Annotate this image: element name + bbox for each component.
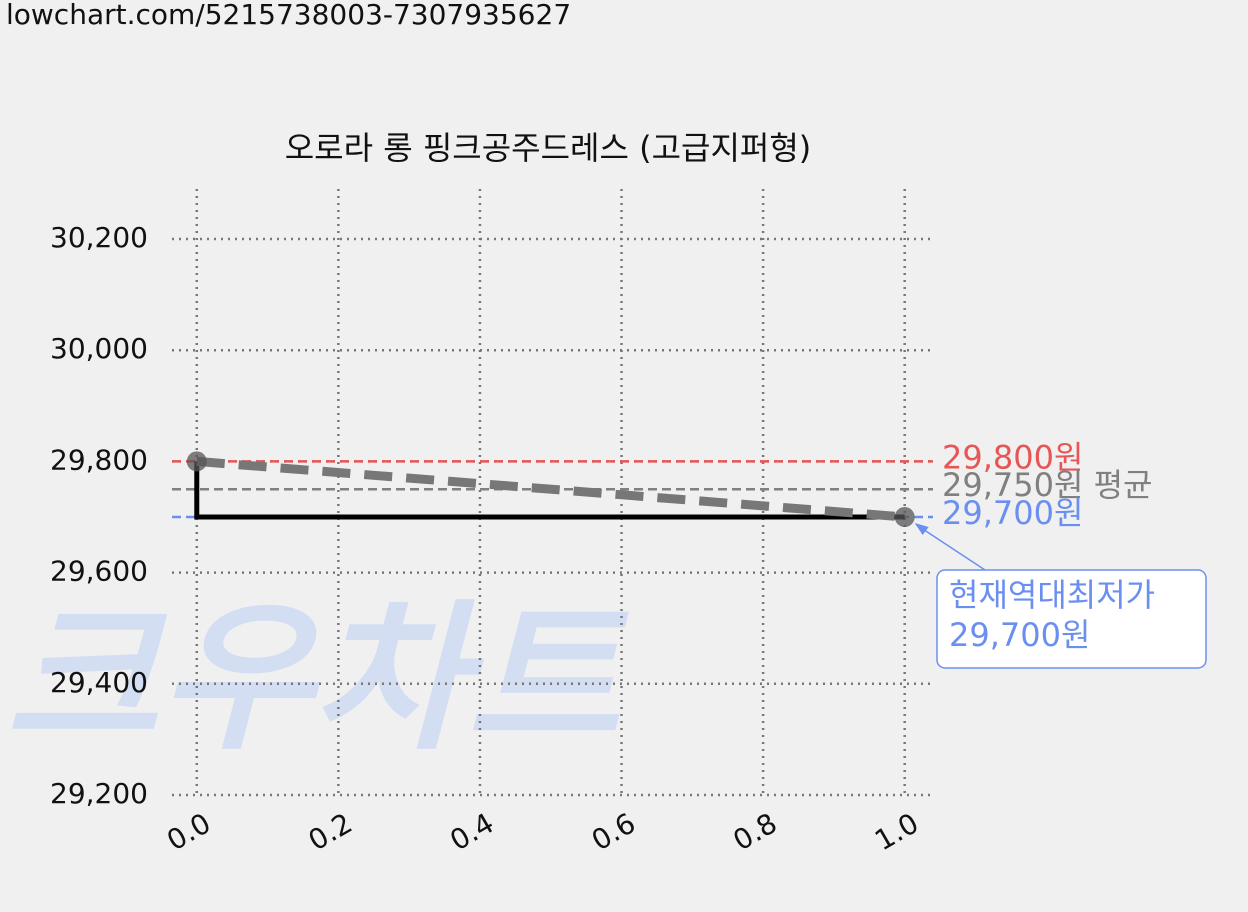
- x-tick-label: 0.0: [161, 806, 216, 857]
- annotation-arrowhead: [914, 523, 929, 536]
- x-tick-label: 1.0: [869, 806, 924, 857]
- annotation-arrow: [916, 524, 986, 571]
- series-line: [196, 456, 906, 522]
- url: lowchart.com/5215738003-7307935627: [6, 0, 571, 31]
- y-tick-label: 29,800: [50, 443, 148, 476]
- y-tick-label: 30,000: [50, 332, 148, 365]
- reference-label: 29,700원: [942, 494, 1083, 532]
- chart-title: 오로라 롱 핑크공주드레스 (고급지퍼형): [285, 129, 812, 167]
- y-tick-label: 29,400: [50, 666, 148, 699]
- x-tick-label: 0.2: [303, 806, 358, 857]
- watermark: 크우차트: [5, 585, 629, 772]
- series-line: [194, 461, 905, 520]
- y-tick-label: 30,200: [50, 221, 148, 254]
- x-tick-label: 0.4: [444, 806, 499, 857]
- x-tick-label: 0.6: [586, 806, 641, 857]
- x-tick-label: 0.8: [728, 806, 783, 857]
- point: [894, 507, 915, 528]
- point: [186, 451, 207, 472]
- reference-label: 29,800원: [942, 438, 1083, 476]
- annotation-text: 29,700원: [949, 616, 1090, 654]
- reference-label: 29,750원 평균: [942, 466, 1152, 504]
- annotation-text: 현재역대최저가: [949, 576, 1155, 614]
- annotation-box: [936, 569, 1207, 669]
- y-tick-label: 29,600: [50, 555, 148, 588]
- y-tick-label: 29,200: [50, 777, 148, 810]
